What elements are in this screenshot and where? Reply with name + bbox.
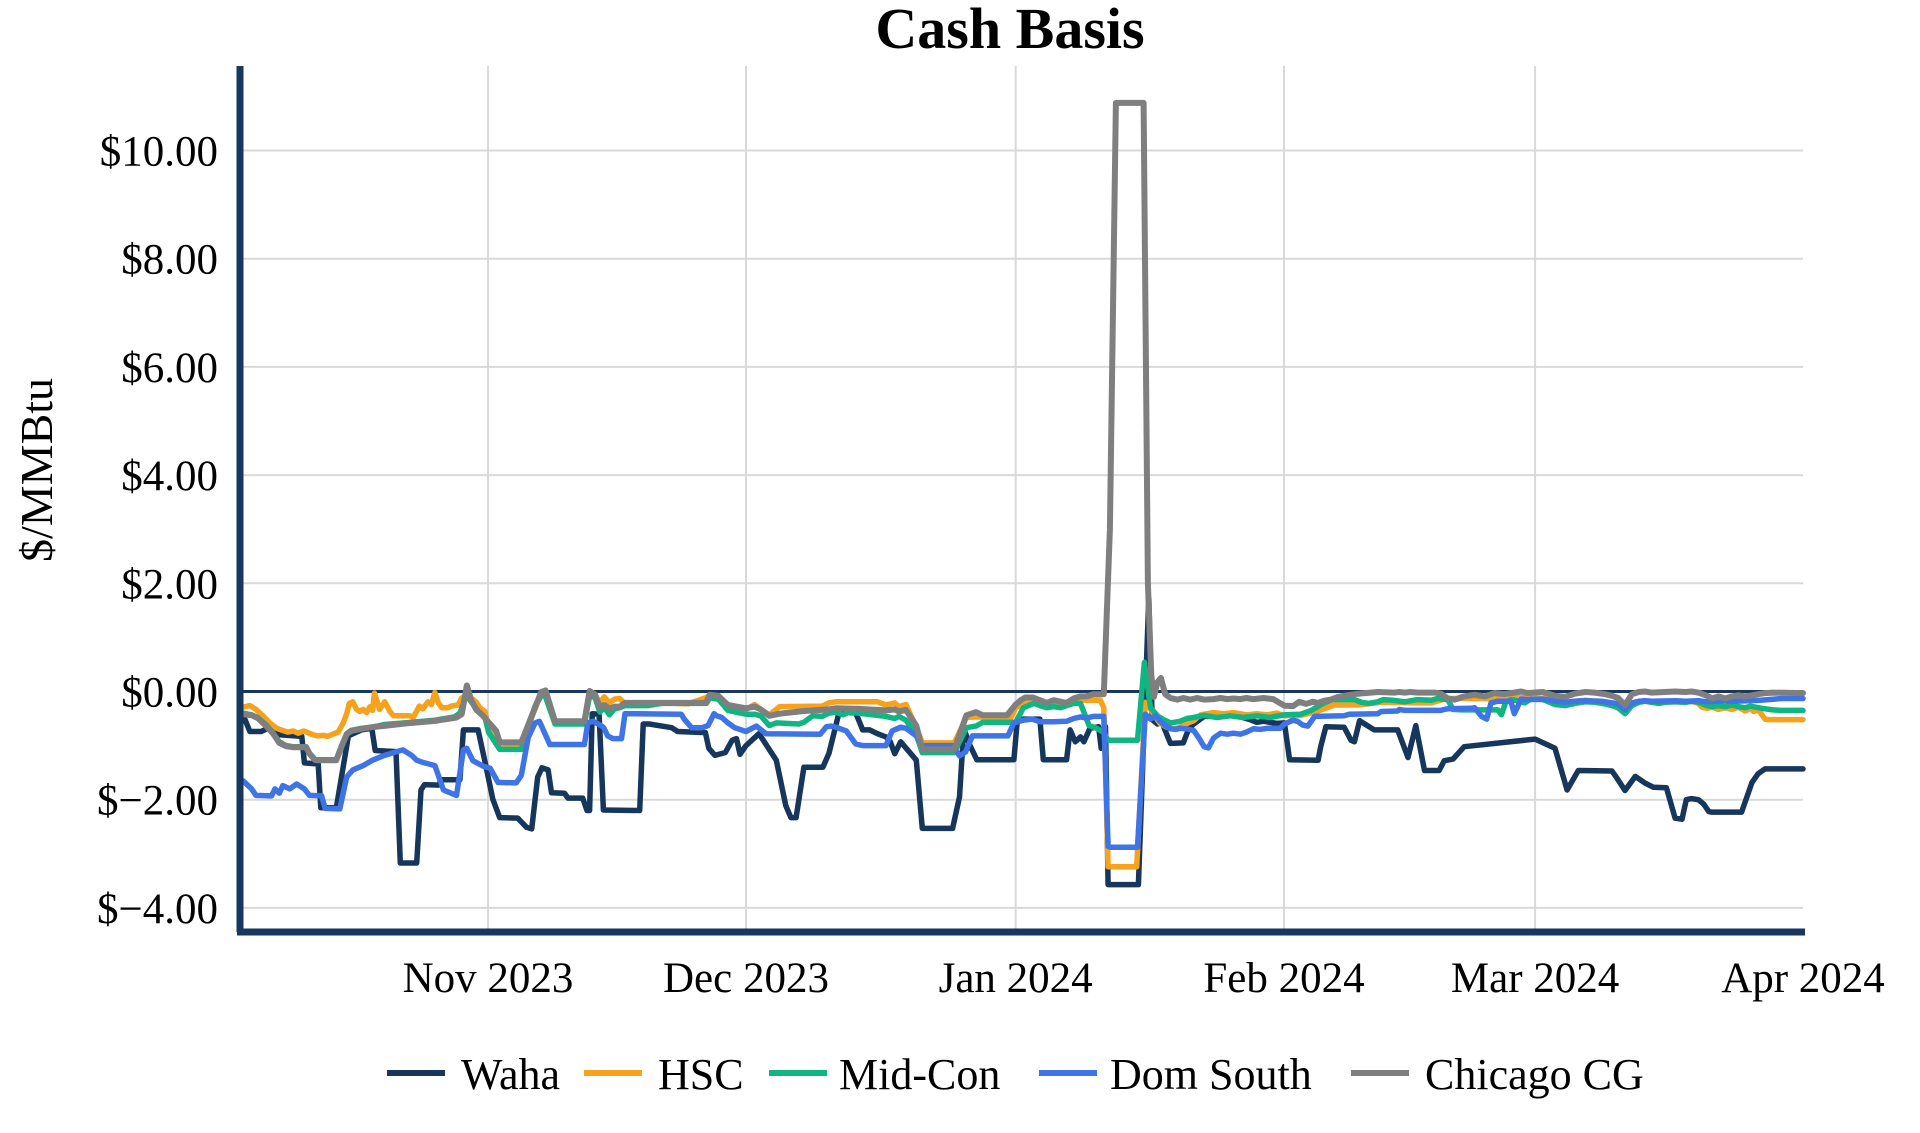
legend-item-mid-con[interactable]: Mid-Con: [769, 1050, 1000, 1099]
legend-label: Waha: [461, 1050, 560, 1099]
legend-item-dom-south[interactable]: Dom South: [1039, 1050, 1312, 1099]
x-tick-label: Feb 2024: [1203, 955, 1364, 1002]
y-tick-labels: $10.00 $8.00 $6.00 $4.00 $2.00 $0.00 $−2.00 $−4…: [97, 129, 218, 933]
y-tick-label: $6.00: [121, 345, 218, 392]
series-line-dom-south: [240, 695, 1806, 851]
legend-item-hsc[interactable]: HSC: [584, 1050, 744, 1099]
gridlines: [243, 66, 1803, 929]
x-tick-label: Dec 2023: [663, 955, 829, 1002]
series-line-chicago-cg: [240, 99, 1806, 764]
axis-lines: [236, 66, 1805, 936]
y-tick-label: $4.00: [121, 453, 218, 500]
legend-item-waha[interactable]: Waha: [387, 1050, 560, 1099]
x-tick-label: Mar 2024: [1451, 955, 1619, 1002]
y-axis-title: $/MMBtu: [11, 378, 62, 562]
series-line-waha: [240, 595, 1806, 888]
legend: Waha HSC Mid-Con Dom South Chicago CG: [387, 1050, 1644, 1099]
legend-label: Mid-Con: [839, 1050, 1000, 1099]
x-tick-labels: Nov 2023 Dec 2023 Jan 2024 Feb 2024 Mar 2024…: [403, 955, 1885, 1002]
y-tick-label: $−2.00: [97, 778, 218, 825]
legend-label: Dom South: [1110, 1050, 1312, 1099]
x-tick-label: Apr 2024: [1721, 955, 1885, 1002]
x-tick-label: Nov 2023: [403, 955, 574, 1002]
legend-label: Chicago CG: [1425, 1050, 1644, 1099]
legend-label: HSC: [658, 1050, 744, 1099]
series-lines: [240, 99, 1806, 888]
y-tick-label: $0.00: [121, 670, 218, 717]
y-tick-label: $8.00: [121, 237, 218, 284]
y-tick-label: $10.00: [100, 129, 218, 176]
y-tick-label: $2.00: [121, 561, 218, 608]
chart-title: Cash Basis: [875, 0, 1144, 61]
legend-item-chicago-cg[interactable]: Chicago CG: [1351, 1050, 1644, 1099]
y-tick-label: $−4.00: [97, 886, 218, 933]
x-tick-label: Jan 2024: [939, 955, 1093, 1002]
